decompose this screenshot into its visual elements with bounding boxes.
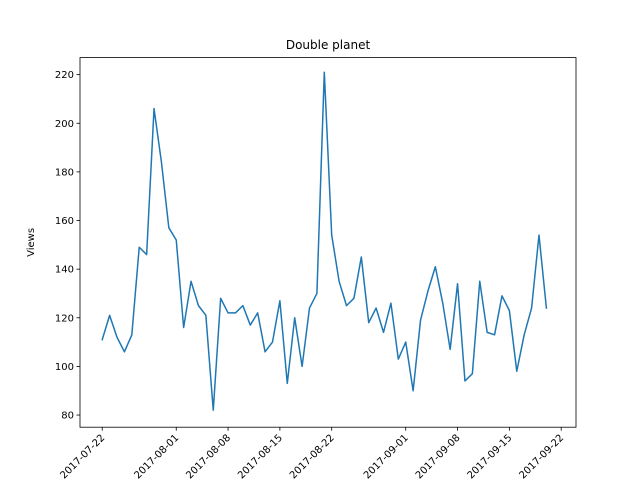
y-axis-label: Views xyxy=(26,228,37,257)
y-tick-label: 120 xyxy=(55,313,74,324)
y-tick-label: 200 xyxy=(55,119,74,130)
y-axis: 80 100 120 140 160 180 200 220 xyxy=(55,70,80,422)
x-tick-label: 2017-09-08 xyxy=(414,433,463,480)
y-tick-label: 160 xyxy=(55,216,74,227)
x-tick-label: 2017-09-15 xyxy=(466,433,515,480)
y-tick-label: 80 xyxy=(61,411,74,422)
y-tick-label: 180 xyxy=(55,167,74,178)
x-tick-label: 2017-07-22 xyxy=(58,433,107,480)
series-line-0 xyxy=(101,71,548,411)
y-tick-label: 100 xyxy=(55,362,74,373)
x-tick-label: 2017-08-22 xyxy=(288,433,337,480)
x-tick-label: 2017-08-15 xyxy=(236,433,285,480)
chart-title: Double planet xyxy=(286,38,371,52)
x-axis: 2017-07-22 2017-08-01 2017-08-08 2017-08-15… xyxy=(58,427,566,480)
y-tick-label: 220 xyxy=(55,70,74,81)
x-tick-label: 2017-08-08 xyxy=(184,433,233,480)
x-tick-label: 2017-09-22 xyxy=(517,433,566,480)
plot-area-frame xyxy=(79,57,577,428)
x-tick-label: 2017-08-01 xyxy=(132,433,181,480)
series-layer xyxy=(101,71,548,411)
y-tick-label: 140 xyxy=(55,265,74,276)
x-tick-label: 2017-09-01 xyxy=(362,433,411,480)
